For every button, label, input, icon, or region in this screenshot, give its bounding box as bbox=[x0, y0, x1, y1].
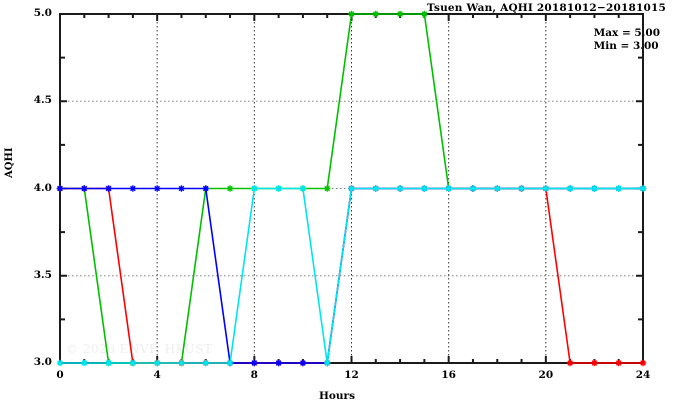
data-point-marker bbox=[56, 359, 64, 367]
data-point-marker bbox=[639, 185, 647, 192]
data-series bbox=[56, 185, 647, 367]
data-point-marker bbox=[396, 10, 404, 18]
data-point-marker bbox=[469, 185, 477, 192]
data-point-marker bbox=[153, 185, 161, 192]
data-point-marker bbox=[421, 10, 428, 18]
y-axis-tick-label: 5.0 bbox=[33, 7, 52, 19]
data-series-layer bbox=[56, 10, 647, 367]
data-point-marker bbox=[494, 185, 501, 192]
data-point-marker bbox=[153, 359, 161, 367]
data-point-marker bbox=[226, 359, 234, 367]
data-point-marker bbox=[566, 359, 574, 367]
data-point-marker bbox=[591, 359, 598, 367]
data-point-marker bbox=[445, 185, 452, 192]
data-point-marker bbox=[518, 185, 525, 192]
x-axis-tick-label: 20 bbox=[538, 369, 554, 381]
data-point-marker bbox=[81, 185, 88, 192]
data-point-marker bbox=[348, 185, 355, 192]
data-point-marker bbox=[275, 359, 282, 367]
data-point-marker bbox=[639, 359, 647, 367]
data-point-marker bbox=[542, 185, 550, 192]
data-point-marker bbox=[421, 185, 428, 192]
data-point-marker bbox=[299, 359, 307, 367]
data-point-marker bbox=[129, 359, 137, 367]
x-axis-label: Hours bbox=[318, 390, 355, 402]
x-axis-tick-label: 16 bbox=[441, 369, 456, 381]
data-point-marker bbox=[372, 185, 379, 192]
data-point-marker bbox=[299, 185, 307, 192]
data-point-marker bbox=[372, 10, 379, 18]
data-point-marker bbox=[105, 185, 112, 192]
x-axis-tick-label: 4 bbox=[153, 369, 161, 381]
data-point-marker bbox=[348, 10, 355, 18]
data-point-marker bbox=[56, 185, 64, 192]
x-axis-tick-label: 12 bbox=[344, 369, 359, 381]
y-axis-tick-label: 4.0 bbox=[33, 181, 52, 194]
data-point-marker bbox=[251, 359, 258, 367]
x-axis-tick-label: 24 bbox=[635, 369, 651, 381]
data-point-marker bbox=[615, 359, 622, 367]
data-point-marker bbox=[81, 359, 88, 367]
data-point-marker bbox=[129, 185, 137, 192]
chart-title: Tsuen Wan, AQHI 20181012−20181015 bbox=[426, 2, 666, 14]
data-point-marker bbox=[226, 185, 234, 192]
data-point-marker bbox=[566, 185, 574, 192]
data-point-marker bbox=[275, 185, 282, 192]
y-axis-tick-label: 3.0 bbox=[33, 356, 52, 368]
x-axis-tick-label: 8 bbox=[250, 369, 258, 381]
data-point-marker bbox=[178, 185, 185, 192]
data-point-marker bbox=[105, 359, 112, 367]
x-axis-tick-label: 0 bbox=[56, 369, 64, 381]
data-point-marker bbox=[202, 185, 209, 192]
data-point-marker bbox=[591, 185, 598, 192]
data-point-marker bbox=[324, 185, 331, 192]
data-point-marker bbox=[251, 185, 258, 192]
y-axis-tick-label: 4.5 bbox=[33, 94, 52, 107]
y-axis-tick-label: 3.5 bbox=[33, 268, 52, 281]
data-point-marker bbox=[324, 359, 331, 367]
data-point-marker bbox=[202, 359, 209, 367]
data-point-marker bbox=[178, 359, 185, 367]
data-point-marker bbox=[396, 185, 404, 192]
data-point-marker bbox=[615, 185, 622, 192]
